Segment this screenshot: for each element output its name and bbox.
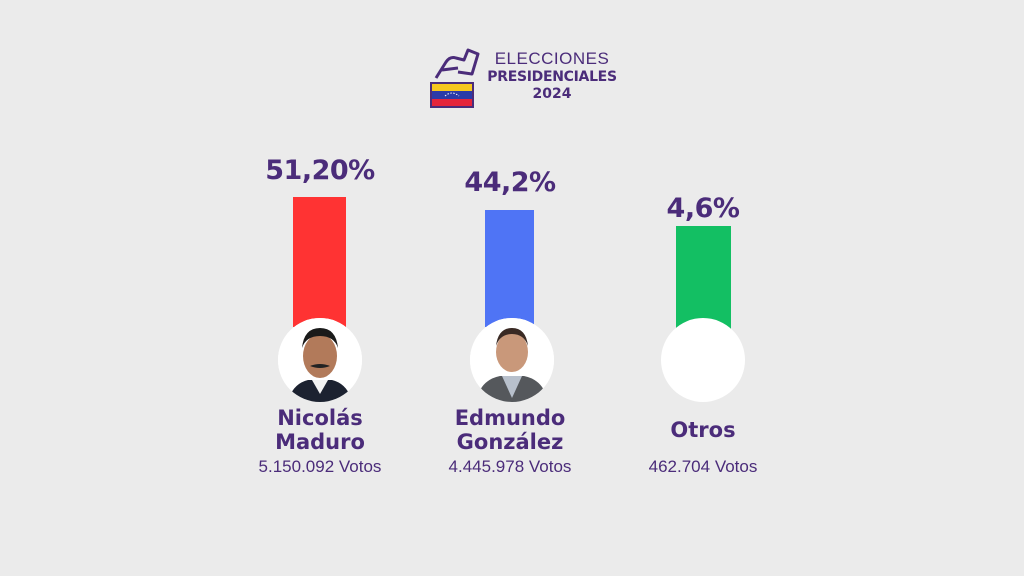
percent-label-otros: 4,6% xyxy=(666,193,740,224)
votes-gonzalez: 4.445.978 Votos xyxy=(448,457,572,476)
candidate-name-gonzalez: Edmundo González xyxy=(410,406,610,454)
bar-otros xyxy=(676,226,731,336)
bar-gonzalez xyxy=(485,210,534,327)
name-line2: González xyxy=(456,430,564,454)
title-line1: ELECCIONES xyxy=(494,49,610,68)
candidate-name-maduro: Nicolás Maduro xyxy=(220,406,420,454)
title-line2: PRESIDENCIALES xyxy=(487,69,617,85)
ballot-box-icon xyxy=(430,48,480,108)
candidate-name-otros: Otros xyxy=(603,418,803,442)
chart-title: ELECCIONES PRESIDENCIALES 2024 xyxy=(482,50,622,101)
name-line2: Maduro xyxy=(275,430,365,454)
name-line1: Edmundo xyxy=(454,406,566,430)
person-photo-icon xyxy=(278,318,362,402)
avatar-otros xyxy=(661,318,745,402)
name-line1: Nicolás xyxy=(277,406,363,430)
name-line1: Otros xyxy=(670,418,736,442)
percent-label-maduro: 51,20% xyxy=(265,155,375,186)
person-photo-icon xyxy=(470,318,554,402)
votes-maduro: 5.150.092 Votos xyxy=(258,457,382,476)
bar-maduro xyxy=(293,197,346,327)
avatar-gonzalez xyxy=(470,318,554,402)
avatar-maduro xyxy=(278,318,362,402)
percent-label-gonzalez: 44,2% xyxy=(464,167,556,198)
title-line3: 2024 xyxy=(532,86,572,102)
votes-otros: 462.704 Votos xyxy=(648,457,758,476)
